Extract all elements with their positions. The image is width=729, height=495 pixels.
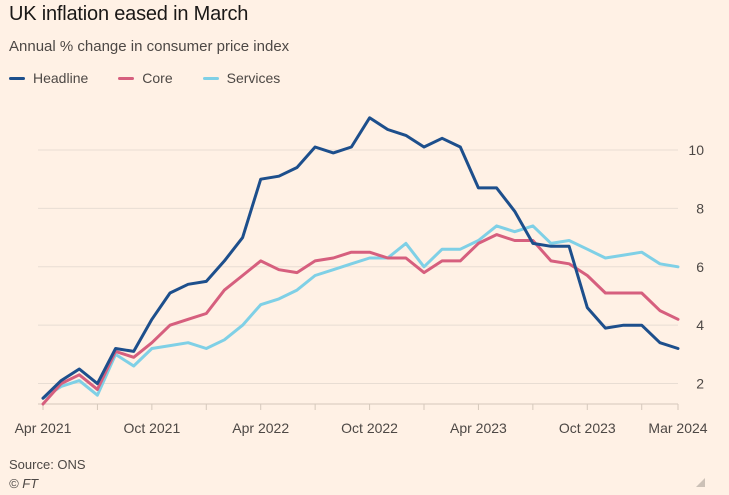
- legend-label-core: Core: [142, 70, 173, 86]
- legend-item-core: Core: [118, 70, 173, 86]
- chart-subtitle: Annual % change in consumer price index: [9, 38, 290, 55]
- series-line-core: [41, 233, 680, 406]
- y-tick-label: 4: [696, 317, 704, 333]
- resize-corner: [696, 478, 705, 487]
- series-layer: [41, 116, 680, 406]
- x-tick-label: Oct 2022: [341, 420, 398, 436]
- axis-layer: 2 4 6 8 10 Apr 2021 Oct 2021 Apr 2022 Oct 2022 Ap…: [15, 142, 708, 436]
- y-tick-label: 6: [696, 259, 704, 275]
- legend-swatch-core: [118, 76, 135, 80]
- x-tick-label: Apr 2023: [450, 420, 507, 436]
- legend: Headline Core Services: [9, 70, 310, 86]
- series-line-headline: [41, 116, 680, 400]
- legend-item-services: Services: [202, 70, 281, 86]
- y-tick-label: 8: [696, 200, 704, 216]
- legend-label-headline: Headline: [33, 70, 89, 86]
- credit-note: © FT: [9, 476, 39, 491]
- x-tick-label: Oct 2023: [559, 420, 616, 436]
- y-tick-label: 2: [696, 376, 704, 392]
- source-note: Source: ONS: [9, 457, 86, 472]
- legend-item-headline: Headline: [9, 70, 88, 86]
- legend-label-services: Services: [226, 70, 281, 86]
- x-tick-label: Apr 2022: [232, 420, 289, 436]
- y-tick-label: 10: [688, 142, 704, 158]
- grid-layer: [38, 149, 678, 385]
- legend-swatch-headline: [9, 76, 25, 80]
- chart-title: UK inflation eased in March: [9, 3, 249, 25]
- x-tick-label: Mar 2024: [648, 420, 707, 436]
- legend-swatch-services: [202, 76, 219, 80]
- x-tick-label: Oct 2021: [123, 420, 180, 436]
- series-line-services: [41, 224, 680, 400]
- x-tick-label: Apr 2021: [15, 420, 72, 436]
